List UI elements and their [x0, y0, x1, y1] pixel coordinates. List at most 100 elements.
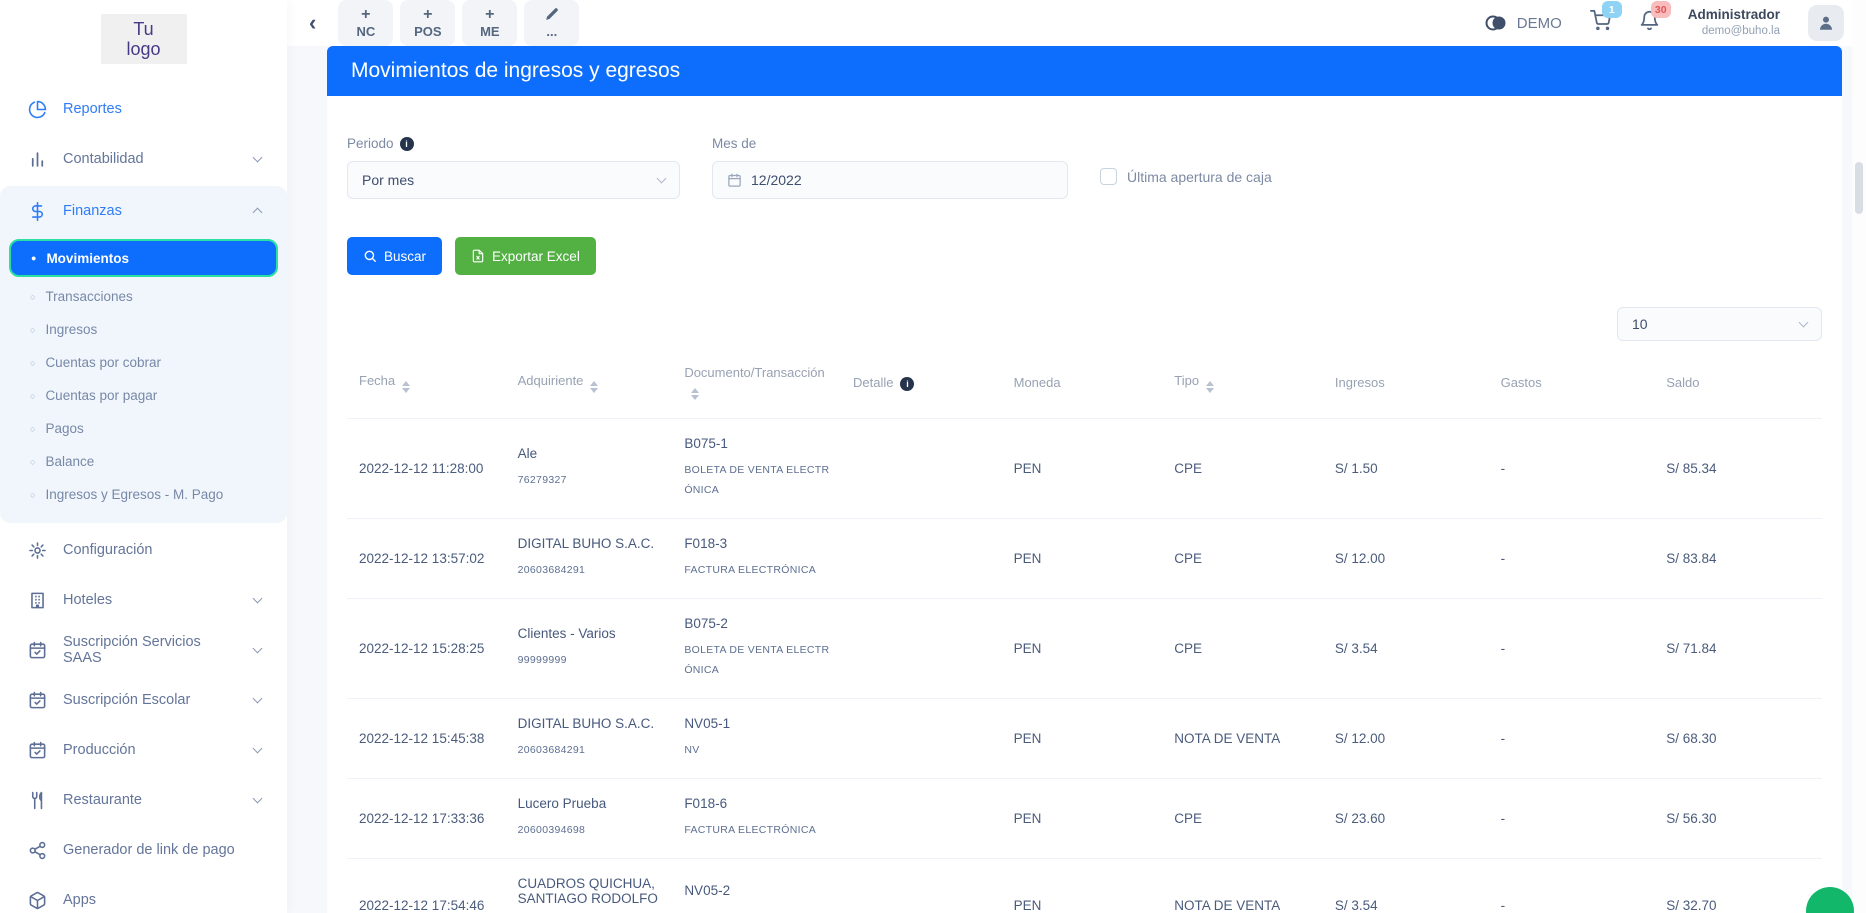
bullet-icon: ●	[31, 253, 37, 264]
exportar-excel-button[interactable]: Exportar Excel	[455, 237, 596, 275]
filters-row: Periodo i Por mes Mes de	[347, 136, 1822, 199]
avatar[interactable]	[1808, 5, 1844, 41]
ultima-apertura-checkbox-row[interactable]: Última apertura de caja	[1100, 168, 1272, 185]
periodo-select[interactable]: Por mes	[347, 161, 680, 199]
topbar-action-label: ...	[546, 23, 558, 39]
sidebar-collapse-button[interactable]: ‹	[309, 10, 317, 35]
notifications-button[interactable]: 30	[1639, 1, 1671, 36]
sidebar-subitem-label: Ingresos y Egresos - M. Pago	[45, 487, 224, 503]
sidebar-item-reportes[interactable]: Reportes	[0, 84, 287, 134]
sidebar-item-label: Suscripción Servicios SAAS	[63, 634, 201, 667]
cell-moneda: PEN	[1003, 597, 1165, 699]
gear-icon	[26, 541, 48, 560]
sort-icon[interactable]	[590, 380, 599, 393]
sidebar-item-contabilidad[interactable]: Contabilidad	[0, 134, 287, 184]
cell-tipo: NOTA DE VENTA	[1164, 697, 1325, 779]
cube-icon	[26, 891, 48, 910]
mes-input[interactable]: 12/2022	[712, 161, 1068, 199]
cell-detalle	[842, 777, 1004, 859]
cell-adquiriente: Clientes - Varios 99999999	[507, 597, 675, 699]
sidebar-subitem-label: Movimientos	[46, 250, 129, 266]
dollar-icon	[26, 201, 48, 221]
chevron-down-icon	[252, 643, 263, 654]
sidebar-subitem-ingresos[interactable]: ○ Ingresos	[0, 313, 287, 346]
sidebar-item-produccion[interactable]: Producción	[0, 725, 287, 775]
cell-fecha: 2022-12-12 15:45:38	[347, 697, 508, 779]
cell-fecha: 2022-12-12 15:28:25	[347, 597, 508, 699]
checkbox[interactable]	[1100, 168, 1117, 185]
page-size-value: 10	[1632, 316, 1648, 332]
chevron-down-icon	[252, 693, 263, 704]
scrollbar-track[interactable]	[1852, 0, 1866, 913]
sort-icon[interactable]	[402, 380, 411, 393]
column-header-documento-transaccion[interactable]: Documento/Transacción	[674, 355, 843, 419]
sidebar-item-finanzas[interactable]: Finanzas	[0, 186, 287, 236]
sidebar-item-label: Contabilidad	[63, 151, 144, 168]
sidebar-subitem-cuentas-por-pagar[interactable]: ○ Cuentas por pagar	[0, 379, 287, 412]
sidebar-subitem-pagos[interactable]: ○ Pagos	[0, 412, 287, 445]
sort-icon[interactable]	[1206, 380, 1215, 393]
cell-tipo: NOTA DE VENTA	[1164, 857, 1325, 913]
sidebar-item-configuracion[interactable]: Configuración	[0, 525, 287, 575]
sidebar-subitem-label: Cuentas por pagar	[45, 388, 158, 404]
sidebar-subitem-transacciones[interactable]: ○ Transacciones	[0, 280, 287, 313]
table-row: 2022-12-12 13:57:02 DIGITAL BUHO S.A.C. 20…	[347, 517, 1822, 599]
column-header-saldo: Saldo	[1666, 375, 1700, 390]
topbar-action-me-button[interactable]: + ME	[462, 0, 518, 46]
cell-moneda: PEN	[1003, 517, 1165, 599]
column-header-ingresos: Ingresos	[1334, 375, 1385, 390]
sidebar-subitem-label: Transacciones	[45, 289, 133, 305]
main-area: ‹ + NC + POS + ME... DEMO 1	[287, 0, 1866, 913]
sidebar-item-label: Reportes	[63, 101, 122, 118]
cell-adquiriente: Ale 76279327	[507, 418, 675, 519]
page-size-select[interactable]: 10	[1617, 307, 1822, 341]
sidebar-item-apps[interactable]: Apps	[0, 875, 287, 913]
page-header: Movimientos de ingresos y egresos	[327, 46, 1842, 96]
sidebar-subitem-ingresos-egresos-m-pago[interactable]: ○ Ingresos y Egresos - M. Pago	[0, 478, 287, 511]
buscar-button[interactable]: Buscar	[347, 237, 443, 275]
cell-adquiriente: CUADROS QUICHUA, SANTIAGO RODOLFO7451444…	[507, 857, 675, 913]
cart-badge: 1	[1601, 1, 1622, 18]
cart-button[interactable]: 1	[1589, 1, 1622, 36]
sidebar-subitem-balance[interactable]: ○ Balance	[0, 445, 287, 478]
plus-icon: +	[361, 6, 371, 24]
brand-logo[interactable]: Tu logo	[100, 14, 187, 65]
sort-icon[interactable]	[691, 388, 700, 400]
sidebar-item-hoteles[interactable]: Hoteles	[0, 575, 287, 625]
cell-saldo: S/ 85.34	[1656, 418, 1822, 519]
column-header-fecha[interactable]: Fecha	[347, 355, 508, 419]
topbar-action-pos-button[interactable]: + POS	[400, 0, 456, 46]
table-body: 2022-12-12 11:28:00 Ale 76279327 B075-1 BOLE…	[347, 418, 1822, 913]
topbar-action-label: ME	[480, 23, 500, 39]
sidebar-subitem-cuentas-por-cobrar[interactable]: ○ Cuentas por cobrar	[0, 346, 287, 379]
column-header-adquiriente[interactable]: Adquiriente	[508, 355, 675, 419]
sidebar-item-suscripcion-escolar[interactable]: Suscripción Escolar	[0, 675, 287, 725]
table-row: 2022-12-12 11:28:00 Ale 76279327 B075-1 BOLE…	[347, 418, 1822, 519]
info-icon: i	[900, 376, 915, 391]
topbar-action-nc-button[interactable]: + NC	[338, 0, 394, 46]
chevron-down-icon	[1798, 317, 1809, 328]
building-icon	[26, 591, 48, 610]
sidebar-item-restaurante[interactable]: Restaurante	[0, 775, 287, 825]
cell-detalle	[842, 418, 1004, 519]
cell-detalle	[842, 697, 1004, 779]
demo-toggle[interactable]: DEMO	[1484, 11, 1562, 35]
excel-file-icon	[472, 249, 484, 263]
sidebar-item-label: Restaurante	[63, 792, 142, 809]
cell-moneda: PEN	[1003, 697, 1165, 779]
bell-icon	[1640, 10, 1658, 31]
sidebar-subitem-movimientos[interactable]: ● Movimientos	[9, 239, 278, 278]
user-name: Administrador	[1687, 7, 1780, 23]
sidebar-item-suscripcion-servicios-saas[interactable]: Suscripción Servicios SAAS	[0, 625, 287, 675]
cell-tipo: CPE	[1164, 777, 1325, 859]
column-header-tipo[interactable]: Tipo	[1164, 355, 1325, 419]
cell-fecha: 2022-12-12 17:33:36	[347, 777, 508, 859]
pencil-icon	[545, 7, 559, 25]
cell-ingresos: S/ 3.54	[1324, 857, 1491, 913]
column-header-detalle: Detalle i	[843, 355, 1004, 419]
sidebar-item-label: Finanzas	[63, 203, 122, 220]
scrollbar-thumb[interactable]	[1855, 162, 1863, 214]
sidebar-item-generador-de-link-de-pago[interactable]: Generador de link de pago	[0, 825, 287, 875]
cutlery-icon	[26, 791, 48, 810]
topbar-action-more-button[interactable]: ...	[524, 0, 580, 46]
